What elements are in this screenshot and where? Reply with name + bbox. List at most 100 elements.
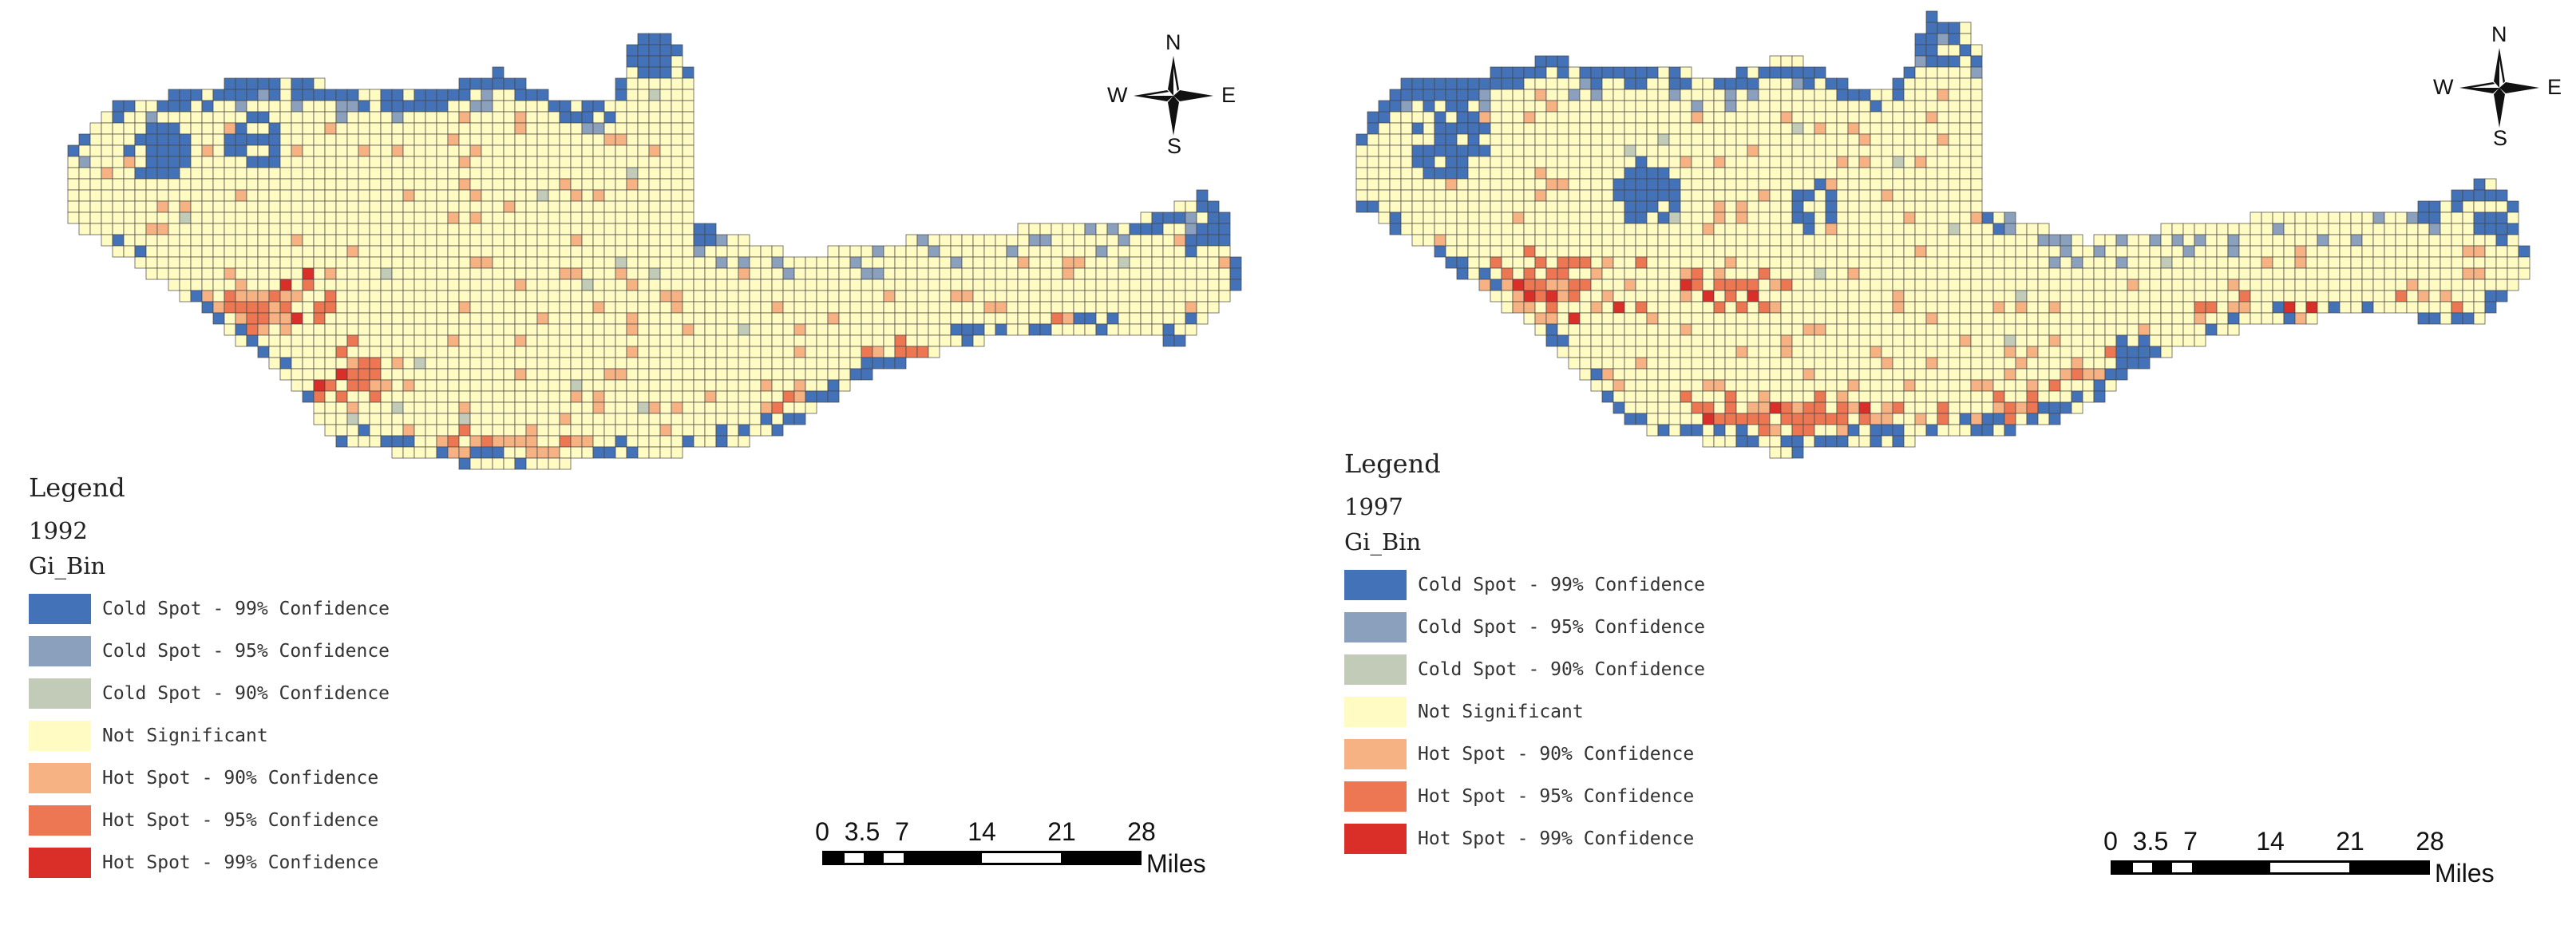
north-arrow: N S W E: [2428, 22, 2571, 152]
scale-tick-label: 0: [2103, 827, 2118, 856]
scale-tick-label: 3.5: [2132, 827, 2169, 856]
compass-e: E: [2547, 75, 2562, 99]
legend-swatch: [1344, 696, 1407, 727]
legend-swatch: [29, 593, 91, 624]
legend-swatch: [29, 720, 91, 751]
legend-item: Cold Spot - 99% Confidence: [29, 587, 390, 630]
hotspot-map-1992: [67, 33, 1242, 470]
compass-rose-icon: [1134, 56, 1213, 136]
legend-field: Gi_Bin: [29, 552, 106, 579]
legend-title: Legend: [1344, 449, 1441, 479]
compass-n: N: [1165, 30, 1181, 54]
scale-segment: [844, 853, 865, 863]
hotspot-map-1997: [1355, 10, 2530, 459]
scale-tick-label: 0: [815, 817, 829, 846]
legend-label: Hot Spot - 99% Confidence: [1418, 828, 1695, 849]
legend-field: Gi_Bin: [1344, 528, 1422, 555]
scale-bar-1997: 0 3.5 7 14 21 28 Miles: [2103, 827, 2566, 891]
scale-segment: [2191, 863, 2270, 872]
legend-swatch: [1344, 654, 1407, 685]
legend-label: Cold Spot - 90% Confidence: [1418, 658, 1706, 680]
scale-segment: [864, 853, 884, 863]
legend-label: Cold Spot - 99% Confidence: [1418, 574, 1706, 595]
scale-segment: [1060, 853, 1139, 863]
scale-segment: [2348, 863, 2428, 872]
legend-item: Hot Spot - 95% Confidence: [29, 799, 390, 841]
map-panel-1997: N S W E Legend 1997 Gi_Bin Cold Spot - 9…: [1288, 0, 2576, 929]
map-panel-1992: N S W E Legend 1992 Gi_Bin Cold Spot - 9…: [0, 0, 1285, 929]
scale-tick-label: 7: [895, 817, 909, 846]
scale-segment: [2152, 863, 2172, 872]
legend-item: Cold Spot - 90% Confidence: [1344, 648, 1705, 690]
legend-item: Cold Spot - 99% Confidence: [1344, 563, 1705, 606]
compass-w: W: [2433, 75, 2454, 99]
legend-swatch: [1344, 781, 1407, 812]
compass-s: S: [1167, 134, 1182, 158]
legend-swatch: [29, 847, 91, 878]
scale-segment: [982, 853, 1061, 863]
compass-s: S: [2493, 126, 2508, 150]
scale-tick-label: 14: [967, 817, 996, 846]
scale-segment: [2171, 863, 2192, 872]
scale-tick-label: 3.5: [844, 817, 880, 846]
legend-label: Hot Spot - 90% Confidence: [102, 767, 379, 789]
legend-swatch: [29, 804, 91, 836]
legend-swatch: [1344, 738, 1407, 769]
legend-item: Hot Spot - 99% Confidence: [1344, 817, 1705, 860]
scale-bar-1992: 0 3.5 7 14 21 28 Miles: [815, 817, 1269, 881]
legend-swatch: [29, 762, 91, 793]
north-arrow: N S W E: [1102, 30, 1245, 160]
legend-item: Cold Spot - 95% Confidence: [29, 630, 390, 672]
legend-label: Cold Spot - 99% Confidence: [102, 598, 390, 619]
compass-w: W: [1107, 83, 1128, 107]
scale-segment: [883, 853, 904, 863]
hotspot-grid: [1355, 10, 2530, 459]
scale-tick-label: 21: [2336, 827, 2364, 856]
scale-tick-label: 28: [1127, 817, 1156, 846]
legend-item: Hot Spot - 90% Confidence: [29, 757, 390, 799]
scale-bar-graphic: [822, 851, 1142, 865]
compass-n: N: [2491, 22, 2507, 46]
hotspot-grid: [67, 33, 1242, 470]
legend-label: Hot Spot - 95% Confidence: [102, 809, 379, 831]
scale-units: Miles: [2435, 859, 2495, 887]
legend-label: Not Significant: [102, 725, 268, 746]
scale-tick-label: 14: [2256, 827, 2285, 856]
legend-year: 1992: [29, 517, 88, 544]
legend-item: Not Significant: [29, 714, 390, 757]
legend-1997: Legend 1997 Gi_Bin Cold Spot - 99% Confi…: [1344, 449, 1705, 860]
legend-swatch: [1344, 823, 1407, 854]
scale-segment: [903, 853, 982, 863]
legend-swatch: [29, 635, 91, 666]
legend-item: Hot Spot - 90% Confidence: [1344, 733, 1705, 775]
scale-bar-graphic: [2111, 860, 2430, 875]
scale-tick-label: 28: [2416, 827, 2444, 856]
legend-label: Hot Spot - 99% Confidence: [102, 852, 379, 873]
legend-label: Cold Spot - 95% Confidence: [102, 640, 390, 662]
legend-item: Not Significant: [1344, 690, 1705, 733]
legend-1992: Legend 1992 Gi_Bin Cold Spot - 99% Confi…: [29, 472, 390, 884]
legend-label: Not Significant: [1418, 701, 1584, 722]
legend-label: Cold Spot - 90% Confidence: [102, 682, 390, 704]
legend-label: Hot Spot - 90% Confidence: [1418, 743, 1695, 765]
compass-rose-icon: [2459, 48, 2539, 128]
legend-label: Cold Spot - 95% Confidence: [1418, 616, 1706, 638]
legend-item: Hot Spot - 99% Confidence: [29, 841, 390, 884]
legend-title: Legend: [29, 472, 125, 503]
legend-swatch: [1344, 611, 1407, 642]
legend-swatch: [1344, 569, 1407, 600]
compass-e: E: [1221, 83, 1237, 107]
scale-segment: [2270, 863, 2349, 872]
legend-item: Cold Spot - 90% Confidence: [29, 672, 390, 714]
scale-segment: [2132, 863, 2153, 872]
scale-segment: [2113, 863, 2133, 872]
legend-swatch: [29, 678, 91, 709]
scale-tick-label: 7: [2183, 827, 2198, 856]
scale-units: Miles: [1146, 849, 1206, 878]
legend-item: Hot Spot - 95% Confidence: [1344, 775, 1705, 817]
scale-tick-label: 21: [1047, 817, 1076, 846]
scale-segment: [825, 853, 845, 863]
legend-year: 1997: [1344, 493, 1403, 520]
legend-item: Cold Spot - 95% Confidence: [1344, 606, 1705, 648]
legend-label: Hot Spot - 95% Confidence: [1418, 785, 1695, 807]
